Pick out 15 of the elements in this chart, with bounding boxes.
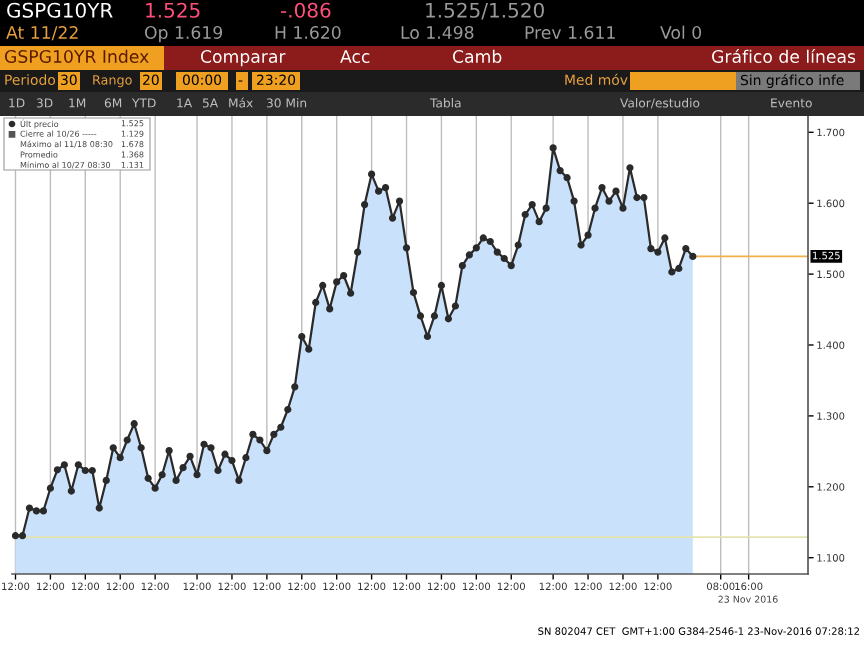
text: 1.525/1.520 [426,2,544,20]
text: Comparar [200,49,286,67]
text: Acc [340,50,370,63]
text: Vol 0 [660,25,702,39]
text: GSPG10YR Index [4,49,149,63]
text: At 11/22 [6,25,78,41]
text: 1.525 [146,2,200,18]
text: Camb [452,49,502,63]
text: -.086 [280,2,331,18]
text: Lo 1.498 [401,25,474,39]
text: Prev 1.611 [525,25,615,39]
text: Op 1.619 [144,25,223,43]
text: Gráfico de líneas [712,48,856,63]
text: GSPG10YR [7,2,113,18]
text: H 1.620 [275,25,341,39]
